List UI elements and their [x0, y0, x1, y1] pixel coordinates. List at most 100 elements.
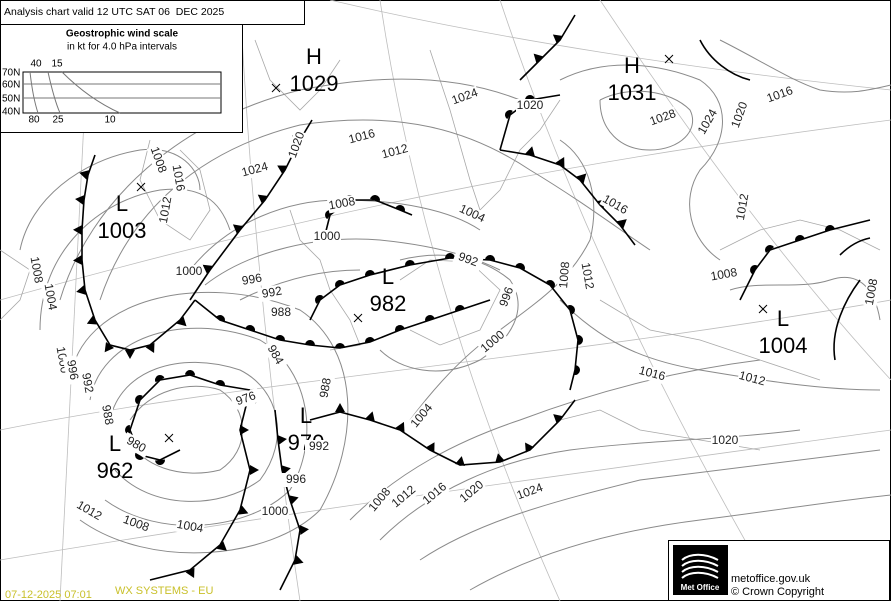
- isobar-label-bg: [261, 339, 289, 371]
- isobar-label-bg: [456, 477, 488, 507]
- isobar-label-bg: [711, 434, 739, 448]
- center-pressure: 962: [97, 458, 134, 483]
- isobar-label-bg: [577, 260, 597, 292]
- isobar-label-bg: [449, 85, 481, 109]
- isobar-label-bg: [26, 254, 46, 286]
- isobar-label-bg: [636, 363, 668, 385]
- isobar-label-bg: [282, 473, 310, 487]
- isobar-label: 996: [496, 285, 516, 309]
- chart-title: Analysis chart valid 12 UTC SAT 06 DEC 2…: [4, 6, 224, 18]
- isobar-label-bg: [452, 248, 484, 272]
- isobar-label-bg: [516, 99, 544, 113]
- systems: WX SYSTEMS - EU: [115, 585, 213, 597]
- latitude-label: 40N: [2, 107, 20, 118]
- isobar-label-bg: [419, 479, 451, 509]
- isobar-label: 1008: [556, 261, 572, 289]
- isobar-label-bg: [365, 484, 395, 516]
- isobar-label-bg: [764, 83, 796, 107]
- isobar-label-bg: [326, 194, 358, 214]
- isobar-label: 1016: [347, 126, 377, 147]
- center-type: H: [624, 53, 640, 78]
- isobar-label-bg: [456, 201, 488, 227]
- isobar-label: 1000: [176, 264, 203, 278]
- isobar-label-bg: [175, 265, 203, 279]
- isobar-label-bg: [239, 159, 271, 181]
- isobar-label: 1024: [240, 159, 270, 180]
- isobar-label-bg: [514, 480, 546, 504]
- isobar-label-bg: [236, 270, 268, 290]
- isobar-label-bg: [156, 194, 176, 226]
- isobar-label-bg: [174, 517, 206, 537]
- isobar-label: 1016: [638, 363, 668, 384]
- isobar-label: 992: [261, 283, 283, 300]
- center-type: L: [300, 403, 312, 428]
- scale-bottom-label: 80: [28, 115, 40, 126]
- isobar-label-bg: [230, 387, 262, 411]
- isobar-label: 1008: [709, 265, 738, 283]
- isobar-label-bg: [146, 144, 170, 176]
- isobar-label-bg: [62, 354, 82, 386]
- isobar-label: 1000: [314, 229, 341, 243]
- isobar-label-bg: [708, 265, 740, 285]
- isobar-label-bg: [97, 399, 117, 431]
- isobar-label: 1004: [42, 282, 60, 311]
- isobar-label-bg: [40, 281, 60, 313]
- copyright: © Crown Copyright: [731, 586, 824, 598]
- wind-scale-box: [0, 24, 243, 133]
- isobar-label-bg: [256, 283, 288, 303]
- center-pressure: 1004: [759, 333, 808, 358]
- isobar-label-bg: [694, 106, 722, 138]
- isobar-label-bg: [379, 141, 411, 163]
- isobar-label-bg: [267, 306, 295, 320]
- isobar-label-bg: [556, 260, 574, 290]
- isobar-label-bg: [120, 431, 152, 459]
- isobar-label-bg: [73, 497, 105, 525]
- isobar-label: 996: [64, 359, 81, 381]
- met-office-logo: Met Office metoffice.gov.uk © Crown Copy…: [668, 540, 890, 601]
- isobar-label: 996: [286, 472, 306, 486]
- center-pressure: 982: [370, 291, 407, 316]
- isobar-label: 1008: [327, 194, 356, 212]
- center-pressure: 1031: [608, 80, 657, 105]
- isobar-label: 988: [317, 376, 334, 398]
- isobar-label-bg: [261, 505, 289, 519]
- scale-bottom-label: 10: [104, 115, 116, 126]
- isobar-label: 996: [241, 270, 263, 287]
- center-type: H: [306, 44, 322, 69]
- latitude-label: 60N: [2, 80, 20, 91]
- header-box: [0, 0, 305, 25]
- scale-top-label: 40: [30, 59, 42, 70]
- isobar-label: 1012: [579, 261, 597, 290]
- wind-scale: Geostrophic wind scale in kt for 4.0 hPa…: [0, 24, 243, 133]
- wind-scale-subtitle: in kt for 4.0 hPa intervals: [67, 42, 177, 53]
- isobar-label: 992: [309, 439, 329, 453]
- center-pressure: 1029: [290, 71, 339, 96]
- isobar-label: 992: [456, 249, 480, 269]
- center-type: L: [116, 191, 128, 216]
- wind-scale-title: Geostrophic wind scale: [66, 29, 179, 40]
- isobar-label-bg: [77, 367, 97, 399]
- isobar-label-bg: [313, 230, 341, 244]
- timestamp: 07-12-2025 07:01: [5, 589, 92, 601]
- isobar-label-bg: [477, 327, 509, 357]
- isobar-label-bg: [168, 162, 188, 194]
- isobar-label: 1004: [176, 517, 205, 535]
- isobar-label: 992: [79, 372, 96, 394]
- isobar-label-bg: [733, 191, 753, 223]
- isobar-label-bg: [388, 482, 420, 512]
- fronts: [73, 14, 871, 591]
- isobar-label: 1016: [170, 163, 188, 192]
- isobar-label-bg: [407, 400, 437, 432]
- isobar-label-bg: [120, 512, 152, 536]
- center-type: L: [777, 306, 789, 331]
- logo-text: Met Office: [681, 583, 720, 592]
- isobar-label-bg: [647, 106, 679, 130]
- isobar-label: 1000: [262, 504, 289, 518]
- isobar-label: 1008: [28, 255, 46, 284]
- isobar-label: 988: [271, 305, 291, 319]
- isobar-label: 1008: [862, 277, 880, 306]
- website: metoffice.gov.uk: [731, 573, 811, 585]
- isobar-label-bg: [728, 99, 752, 131]
- isobar-label: 1012: [738, 368, 768, 389]
- isobar-label-bg: [346, 126, 378, 148]
